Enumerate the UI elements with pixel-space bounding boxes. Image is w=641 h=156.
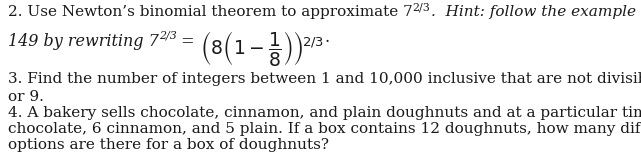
Text: .  Hint: follow the example on Page: . Hint: follow the example on Page	[431, 5, 641, 19]
Text: options are there for a box of doughnuts?: options are there for a box of doughnuts…	[8, 138, 329, 152]
Text: 149 by rewriting 7: 149 by rewriting 7	[8, 33, 159, 50]
Text: or 9.: or 9.	[8, 90, 44, 104]
Text: chocolate, 6 cinnamon, and 5 plain. If a box contains 12 doughnuts, how many dif: chocolate, 6 cinnamon, and 5 plain. If a…	[8, 122, 641, 136]
Text: =: =	[176, 33, 200, 50]
Text: $\left(8\left(1-\dfrac{1}{8}\right)\right)^{\!2/3}$: $\left(8\left(1-\dfrac{1}{8}\right)\righ…	[200, 29, 324, 68]
Text: 3. Find the number of integers between 1 and 10,000 inclusive that are not divis: 3. Find the number of integers between 1…	[8, 72, 641, 86]
Text: 4. A bakery sells chocolate, cinnamon, and plain doughnuts and at a particular t: 4. A bakery sells chocolate, cinnamon, a…	[8, 106, 641, 120]
Text: 2/3: 2/3	[413, 2, 431, 12]
Text: .: .	[324, 29, 329, 46]
Text: 2/3: 2/3	[159, 30, 176, 40]
Text: 2. Use Newton’s binomial theorem to approximate 7: 2. Use Newton’s binomial theorem to appr…	[8, 5, 413, 19]
